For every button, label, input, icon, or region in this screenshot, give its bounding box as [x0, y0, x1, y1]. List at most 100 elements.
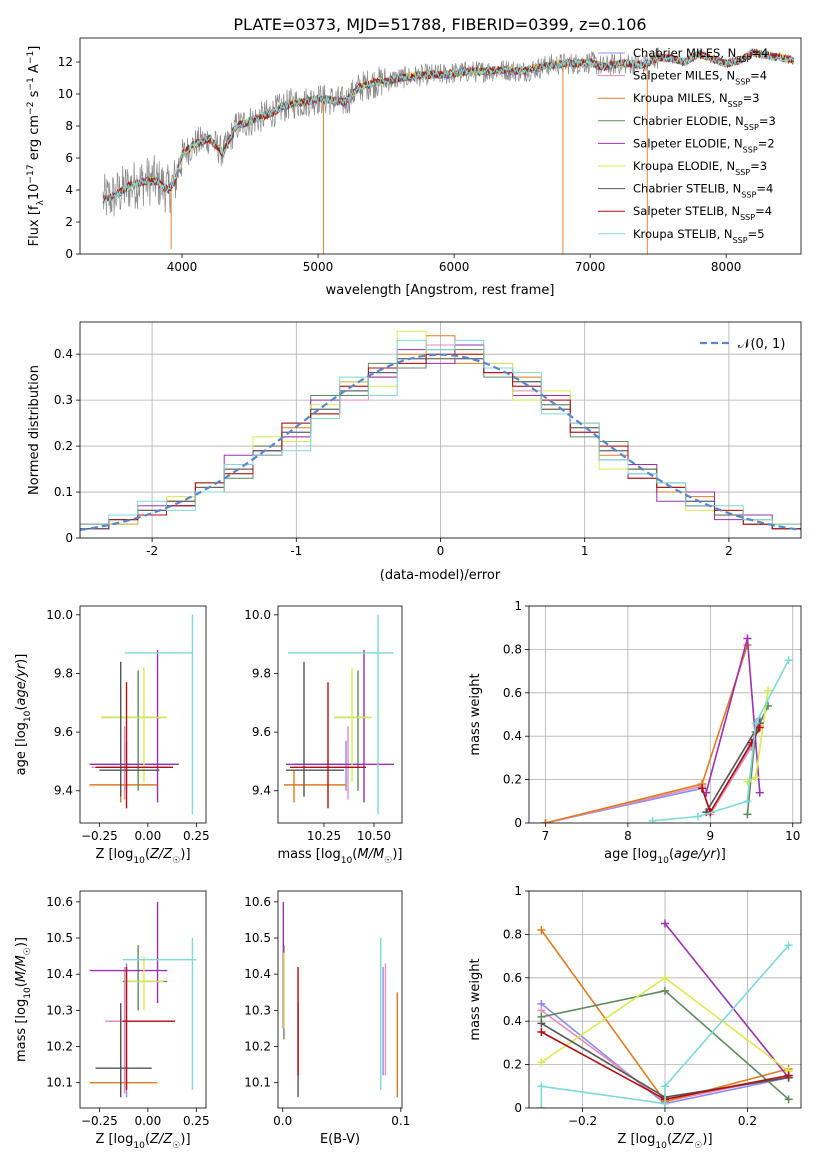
y-axis-label: mass weight — [468, 673, 483, 755]
y-tick-label: 9.8 — [54, 666, 73, 680]
x-axis-label-part: Z [log — [95, 847, 133, 862]
x-axis-label-part: ( — [352, 847, 357, 862]
x-tick-label: 7 — [542, 829, 550, 843]
legend-label: Salpeter MILES, NSSP=4 — [633, 69, 767, 87]
x-tick-label: 9 — [707, 829, 715, 843]
y-tick-label: 10.2 — [244, 1040, 271, 1054]
y-tick-label: 0 — [65, 531, 73, 545]
mass-weight-vs-age-panel-plot-area — [529, 606, 801, 823]
age-vs-mass-panel: 10.25 10.50 9.4 9.6 9.8 10.0 mass [log10(M/M☉)… — [244, 605, 403, 866]
x-axis-label: Z [log10(Z/Z☉)] — [95, 847, 190, 866]
y-axis-label-part: )] — [14, 937, 29, 947]
legend-label-part: Kroupa ELODIE, N — [633, 159, 735, 173]
legend-label-part: Salpeter STELIB, N — [633, 204, 740, 218]
weight-line — [664, 922, 790, 1079]
x-axis-label-part: ☉ — [172, 856, 180, 866]
legend-label-part: =5 — [748, 227, 765, 241]
x-axis-label-part: ( — [667, 1132, 672, 1147]
y-tick-label: 10.4 — [244, 967, 271, 981]
legend-label-part: =4 — [756, 182, 773, 196]
mass-weight-vs-Z-panel: −0.2 0.0 0.2 0 0.2 0.4 0.6 0.8 1 Z [log10(Z/Z☉)] m… — [468, 884, 802, 1151]
y-tick-label: 0.4 — [503, 729, 522, 743]
legend-label: Chabrier MILES, NSSP=4 — [633, 46, 768, 64]
legend-label: Kroupa STELIB, NSSP=5 — [633, 227, 765, 245]
x-axis-label-part: Z [log — [617, 1132, 655, 1147]
x-axis-label: E(B-V) — [320, 1132, 360, 1147]
y-axis-label-part: M/M — [14, 955, 29, 982]
x-axis-label-part: E(B-V) — [320, 1132, 360, 1147]
x-axis-label-part: ( — [669, 847, 674, 862]
y-tick-label: 12 — [58, 55, 73, 69]
y-tick-label: 8 — [65, 119, 73, 133]
normal-curve — [80, 353, 801, 531]
legend-label-part: =3 — [750, 159, 767, 173]
x-axis-label-part: ☉ — [172, 1141, 180, 1151]
y-axis-label: Normed distribution — [27, 365, 42, 495]
y-axis-label-part: ( — [14, 982, 29, 987]
y-tick-label: 0 — [514, 1101, 522, 1115]
y-tick-label: 1 — [514, 599, 522, 613]
weight-marker — [537, 1058, 546, 1067]
legend-label-part: SSP — [741, 190, 756, 199]
legend-label-part: =2 — [758, 136, 775, 150]
y-axis-label-part: 10 — [27, 184, 42, 201]
legend-label-part: SSP — [736, 55, 751, 64]
x-axis-label-part: ( — [145, 847, 150, 862]
x-axis-label-part: )] — [180, 847, 190, 862]
age-vs-Z-panel-plot-area — [89, 614, 194, 815]
x-tick-label: 10.50 — [357, 829, 391, 843]
x-axis-label-part: 10 — [657, 856, 669, 866]
y-axis-label-part: ☉ — [23, 947, 33, 955]
weight-marker — [661, 973, 669, 982]
mass-weight-vs-Z-panel-frame — [528, 890, 802, 1109]
x-axis-label-part: ( — [145, 1132, 150, 1147]
x-axis-label-part: ☉ — [384, 856, 392, 866]
x-tick-label: 0.25 — [183, 829, 210, 843]
legend-label: 𝒩(0, 1) — [738, 337, 785, 352]
weight-marker — [784, 1095, 793, 1104]
age-vs-Z-panel: −0.25 0.00 0.259.49.69.810.0Z [log10(Z/Z☉)… — [14, 605, 210, 866]
x-axis-label-part: age/yr — [674, 847, 717, 862]
y-tick-label: 2 — [65, 215, 73, 229]
y-axis-label-part: ] — [27, 46, 42, 51]
y-tick-label: 0.8 — [503, 642, 522, 656]
mass-vs-EBV-panel-plot-area — [282, 901, 398, 1098]
y-tick-label: 9.4 — [54, 784, 73, 798]
weight-marker — [693, 812, 702, 821]
y-axis-label-part: ( — [14, 705, 29, 710]
mass-vs-Z-panel: −0.25 0.00 0.25 10.1 10.2 10.3 10.4 10.5 10.6 Z [… — [14, 890, 210, 1151]
age-vs-Z-panel-frame — [79, 605, 207, 824]
x-axis-label: Z [log10(Z/Z☉)] — [617, 1132, 712, 1151]
y-axis-label-part: mass [log — [14, 999, 29, 1062]
y-tick-label: 10.3 — [244, 1003, 271, 1017]
x-axis-label: Z [log10(Z/Z☉)] — [95, 1132, 190, 1151]
legend-label: Salpeter ELODIE, NSSP=2 — [633, 136, 775, 154]
x-axis-label-part: )] — [392, 847, 402, 862]
x-tick-label: 8 — [624, 829, 632, 843]
weight-marker — [648, 816, 657, 823]
weight-line — [545, 644, 749, 823]
y-tick-label: 10.0 — [244, 608, 271, 622]
y-axis-label-part: 10 — [23, 987, 33, 999]
y-tick-label: 0.1 — [54, 485, 73, 499]
y-axis-label-part: age [log — [14, 722, 29, 775]
x-axis-label-part: )] — [180, 1132, 190, 1147]
y-axis-label-part: s — [27, 90, 42, 101]
x-axis-label: mass [log10(M/M☉)] — [278, 847, 403, 866]
figure-title: PLATE=0373, MJD=51788, FIBERID=0399, z=0… — [233, 15, 646, 34]
x-tick-label: 0.0 — [273, 1114, 292, 1128]
legend-label-part: SSP — [735, 168, 750, 177]
mass-vs-Z-panel-frame — [79, 890, 207, 1109]
y-axis-label: Flux [fλ10−17 erg cm−2 s−1 A−1] — [26, 46, 46, 247]
model-spectrum-line — [102, 49, 794, 204]
y-tick-label: 0.4 — [54, 347, 73, 361]
y-tick-label: 0.2 — [503, 773, 522, 787]
x-axis-label-part: age [log — [604, 847, 657, 862]
weight-marker — [661, 986, 669, 995]
weight-line — [545, 725, 761, 823]
x-axis-label-part: Z/Z — [671, 1132, 695, 1147]
legend-label-part: Salpeter ELODIE, N — [633, 136, 743, 150]
